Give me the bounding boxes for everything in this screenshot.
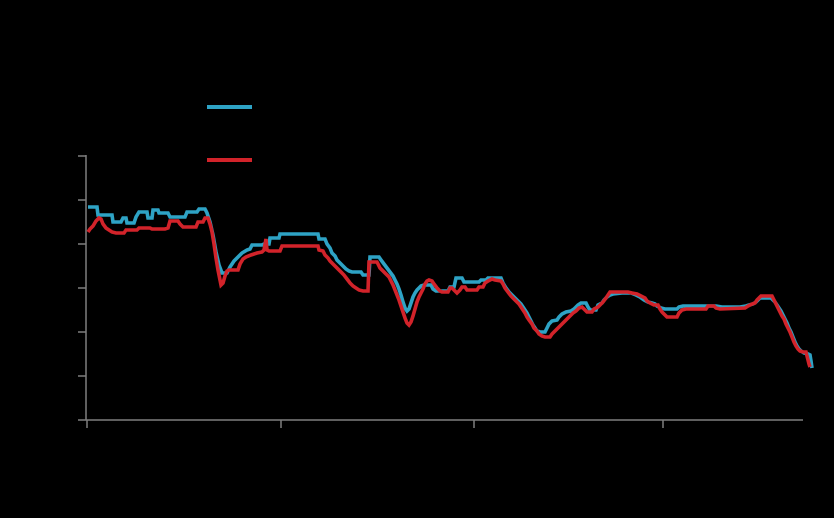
series-1-line <box>88 205 814 369</box>
legend-swatch-series-2 <box>207 158 252 162</box>
legend <box>207 105 252 162</box>
series-lines <box>86 205 814 369</box>
legend-swatch-series-1 <box>207 105 252 109</box>
series-2-line <box>86 215 812 368</box>
axes <box>78 155 803 428</box>
